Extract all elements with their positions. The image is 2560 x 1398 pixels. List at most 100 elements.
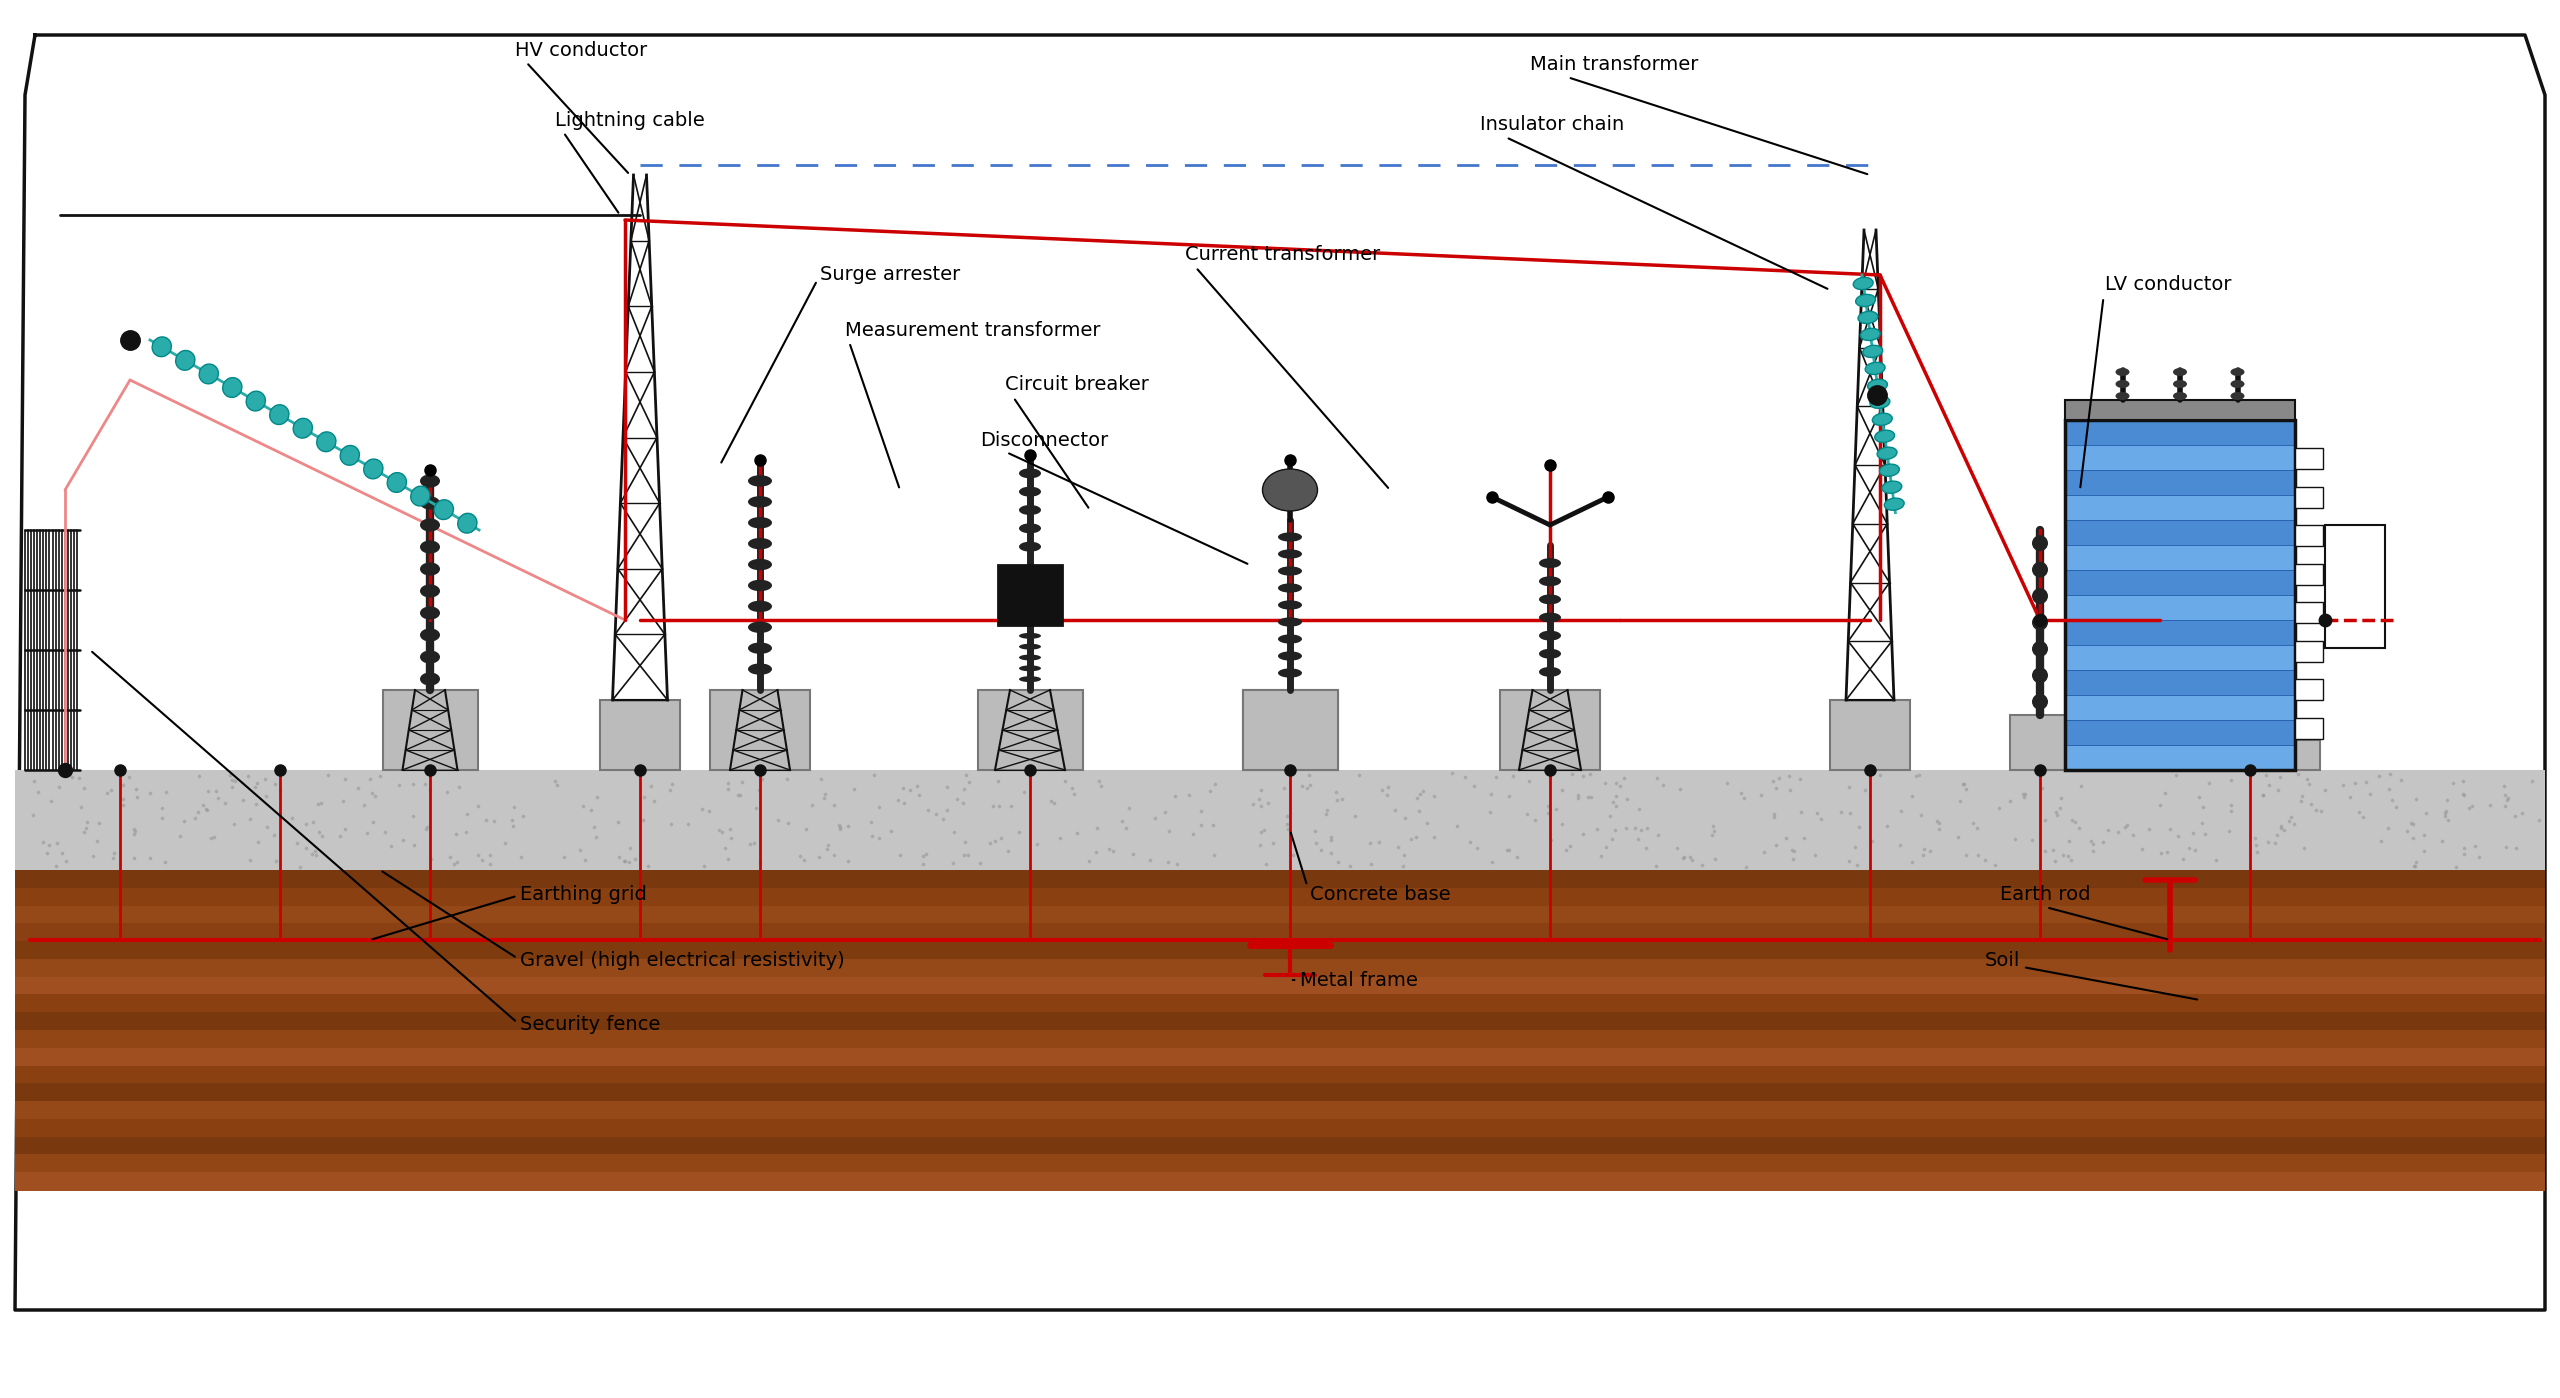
Point: [46, 850, 87, 872]
Point: [1966, 849, 2007, 871]
Point: [1638, 823, 1679, 846]
Point: [1449, 832, 1490, 854]
Point: [1585, 836, 1626, 858]
Point: [737, 779, 778, 801]
Point: [1068, 850, 1108, 872]
Point: [1242, 795, 1283, 818]
Point: [164, 809, 205, 832]
Point: [922, 808, 963, 830]
Point: [681, 797, 722, 819]
Ellipse shape: [1884, 498, 1905, 510]
Point: [371, 835, 412, 857]
Point: [2127, 818, 2168, 840]
Ellipse shape: [1019, 643, 1042, 650]
Point: [1546, 839, 1587, 861]
Point: [2148, 840, 2189, 863]
Ellipse shape: [2033, 562, 2048, 577]
Point: [573, 816, 614, 839]
Point: [294, 840, 335, 863]
Point: [28, 835, 69, 857]
Point: [246, 816, 287, 839]
Point: [937, 787, 978, 809]
Point: [2061, 774, 2102, 797]
Bar: [2010, 714, 2071, 770]
Point: [1339, 765, 1380, 787]
Ellipse shape: [1539, 649, 1562, 658]
Point: [2237, 842, 2278, 864]
Point: [927, 800, 968, 822]
Point: [1101, 809, 1142, 832]
Point: [1193, 814, 1234, 836]
Ellipse shape: [420, 562, 440, 576]
Point: [2483, 774, 2524, 797]
Point: [1772, 847, 1812, 870]
Bar: [2294, 640, 2322, 661]
Point: [1743, 840, 1784, 863]
Point: [1498, 846, 1539, 868]
Point: [709, 818, 750, 840]
Point: [87, 781, 128, 804]
Ellipse shape: [2230, 391, 2245, 400]
Point: [146, 781, 187, 804]
Point: [2273, 812, 2314, 835]
Point: [1334, 805, 1375, 828]
Point: [906, 800, 947, 822]
Point: [2291, 793, 2332, 815]
Point: [1487, 784, 1528, 807]
Text: Surge arrester: Surge arrester: [722, 266, 960, 463]
Point: [2248, 773, 2289, 795]
Point: [2447, 797, 2488, 819]
Ellipse shape: [2033, 693, 2048, 710]
Point: [300, 821, 340, 843]
Ellipse shape: [748, 475, 773, 487]
Point: [13, 769, 54, 791]
Ellipse shape: [364, 459, 384, 478]
Point: [1754, 807, 1795, 829]
Point: [1193, 844, 1234, 867]
Point: [1321, 788, 1362, 811]
Point: [891, 779, 932, 801]
Point: [1989, 790, 2030, 812]
Point: [494, 795, 535, 818]
Point: [1382, 854, 1423, 877]
Point: [410, 779, 451, 801]
Ellipse shape: [1859, 312, 1879, 323]
Point: [461, 849, 502, 871]
Point: [980, 826, 1021, 849]
Point: [1267, 812, 1308, 835]
Ellipse shape: [1277, 583, 1303, 593]
Point: [2002, 783, 2043, 805]
Point: [2281, 790, 2322, 812]
Bar: [2066, 419, 2294, 770]
Ellipse shape: [748, 622, 773, 633]
Point: [2442, 783, 2483, 805]
Point: [494, 815, 535, 837]
Ellipse shape: [420, 672, 440, 685]
Point: [1147, 850, 1188, 872]
Point: [1692, 815, 1733, 837]
Point: [287, 812, 328, 835]
Point: [41, 842, 82, 864]
Ellipse shape: [340, 446, 358, 466]
Ellipse shape: [1869, 379, 1887, 391]
Bar: [15, 906, 2545, 924]
Point: [1472, 850, 1513, 872]
Point: [2483, 784, 2524, 807]
Point: [1242, 821, 1283, 843]
Bar: [998, 565, 1062, 625]
Point: [438, 776, 479, 798]
Point: [174, 807, 215, 829]
Point: [1946, 779, 1987, 801]
Bar: [2294, 603, 2322, 624]
Point: [947, 843, 988, 865]
Point: [67, 816, 108, 839]
Point: [159, 825, 200, 847]
Point: [947, 770, 988, 793]
Point: [1093, 840, 1134, 863]
Point: [2243, 783, 2284, 805]
Point: [1595, 819, 1636, 842]
Point: [1505, 802, 1546, 825]
Point: [323, 790, 364, 812]
Point: [1569, 763, 1610, 786]
Point: [1247, 793, 1288, 815]
